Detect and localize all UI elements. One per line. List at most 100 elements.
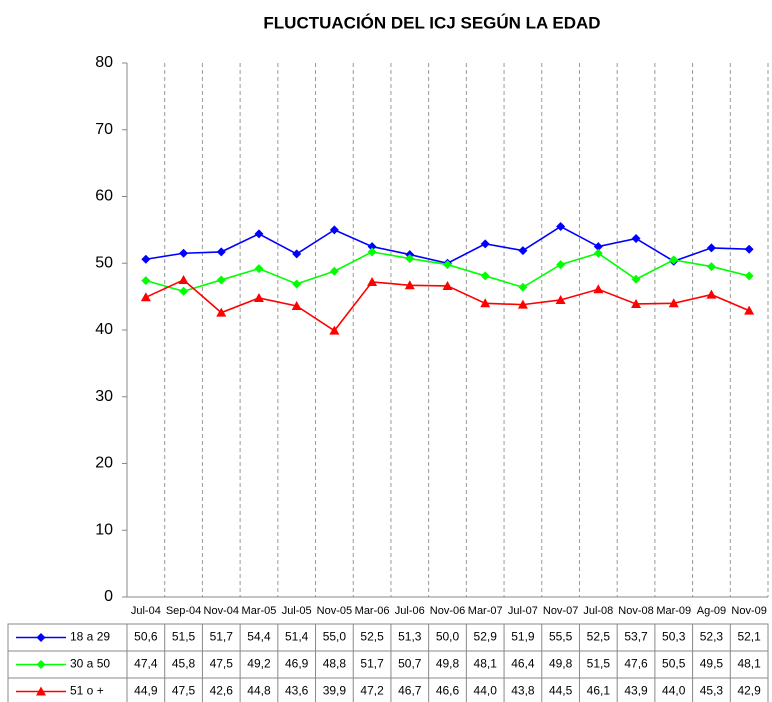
point: [367, 242, 377, 252]
table-cell: 55,0: [323, 630, 347, 644]
table-cell: 44,0: [474, 684, 498, 698]
point: [480, 239, 490, 249]
point: [291, 300, 302, 310]
point: [517, 299, 528, 309]
point: [744, 305, 755, 315]
point: [404, 280, 415, 290]
point: [178, 274, 189, 284]
legend-label: 30 a 50: [70, 657, 110, 671]
point: [480, 271, 490, 281]
table-cell: 50,7: [398, 657, 422, 671]
y-tick-label: 20: [95, 455, 113, 472]
point: [443, 260, 452, 270]
point: [593, 248, 603, 258]
table-cell: 43,8: [511, 684, 535, 698]
table-cell: 45,8: [172, 657, 196, 671]
table-cell: 44,9: [134, 684, 158, 698]
point: [216, 247, 226, 257]
table-cell: 44,0: [662, 684, 686, 698]
point: [405, 254, 415, 264]
x-tick-label: Mar-05: [242, 605, 277, 617]
x-tick-label: Nov-07: [543, 605, 578, 617]
legend-marker: [36, 686, 46, 696]
x-tick-label: Jul-06: [395, 605, 425, 617]
table-cell: 45,3: [700, 684, 724, 698]
x-tick-label: Jul-08: [583, 605, 613, 617]
x-tick-label: Jul-07: [508, 605, 538, 617]
table-cell: 39,9: [323, 684, 347, 698]
point: [141, 276, 151, 286]
table-row: [7, 650, 769, 679]
point: [141, 254, 151, 264]
point: [367, 247, 377, 257]
point: [253, 292, 264, 302]
point: [254, 229, 264, 239]
table-cell: 47,4: [134, 657, 158, 671]
x-tick-label: Nov-05: [317, 605, 352, 617]
point: [593, 242, 603, 252]
table-cell: 51,7: [360, 657, 384, 671]
point: [442, 280, 453, 290]
point: [292, 249, 302, 259]
table-cell: 43,9: [624, 684, 648, 698]
table-cell: 52,5: [360, 630, 384, 644]
table-cell: 52,3: [700, 630, 724, 644]
point: [744, 244, 754, 254]
x-tick-label: Mar-07: [468, 605, 503, 617]
point: [555, 294, 566, 304]
legend-marker: [36, 660, 46, 669]
point: [292, 279, 302, 289]
table-cell: 44,8: [247, 684, 271, 698]
x-tick-label: Ag-09: [697, 605, 726, 617]
point: [706, 289, 717, 299]
y-tick-label: 50: [95, 254, 113, 271]
point: [518, 282, 528, 292]
point: [216, 275, 226, 285]
point: [706, 262, 716, 272]
table-cell: 47,6: [624, 657, 648, 671]
series-line: [145, 225, 750, 265]
x-tick-label: Nov-04: [204, 605, 239, 617]
table-cell: 42,9: [737, 684, 761, 698]
table-cell: 49,8: [549, 657, 573, 671]
y-tick-label: 40: [95, 321, 113, 338]
table-cell: 49,8: [436, 657, 460, 671]
table-cell: 51,7: [210, 630, 234, 644]
x-tick-label: Nov-09: [731, 605, 766, 617]
y-tick-label: 70: [95, 121, 113, 138]
point: [706, 243, 716, 253]
point: [179, 248, 189, 258]
table-cell: 51,5: [172, 630, 196, 644]
table-cell: 48,8: [323, 657, 347, 671]
point: [216, 307, 227, 317]
y-tick-label: 60: [95, 188, 113, 205]
point: [329, 225, 339, 235]
point: [254, 264, 264, 274]
table-cell: 42,6: [210, 684, 234, 698]
y-tick-label: 10: [95, 521, 113, 538]
legend-label: 51 o +: [70, 684, 104, 698]
x-tick-label: Jul-04: [131, 605, 161, 617]
x-tick-label: Nov-06: [430, 605, 465, 617]
point: [179, 286, 189, 296]
table-cell: 51,5: [587, 657, 611, 671]
table-cell: 53,7: [624, 630, 648, 644]
x-tick-label: Mar-06: [355, 605, 390, 617]
point: [556, 222, 566, 232]
legend-marker: [36, 633, 46, 642]
y-tick-label: 0: [104, 588, 113, 605]
x-tick-label: Sep-04: [166, 605, 201, 617]
table-cell: 52,9: [474, 630, 498, 644]
point: [518, 246, 528, 256]
table-cell: 52,1: [737, 630, 761, 644]
table-cell: 55,5: [549, 630, 573, 644]
point: [367, 276, 378, 286]
x-tick-label: Nov-08: [618, 605, 653, 617]
point: [668, 298, 679, 308]
table-cell: 43,6: [285, 684, 309, 698]
table-cell: 51,9: [511, 630, 535, 644]
chart-title: FLUCTUACIÓN DEL ICJ SEGÚN LA EDAD: [263, 13, 600, 32]
point: [329, 325, 340, 335]
table-cell: 51,3: [398, 630, 422, 644]
